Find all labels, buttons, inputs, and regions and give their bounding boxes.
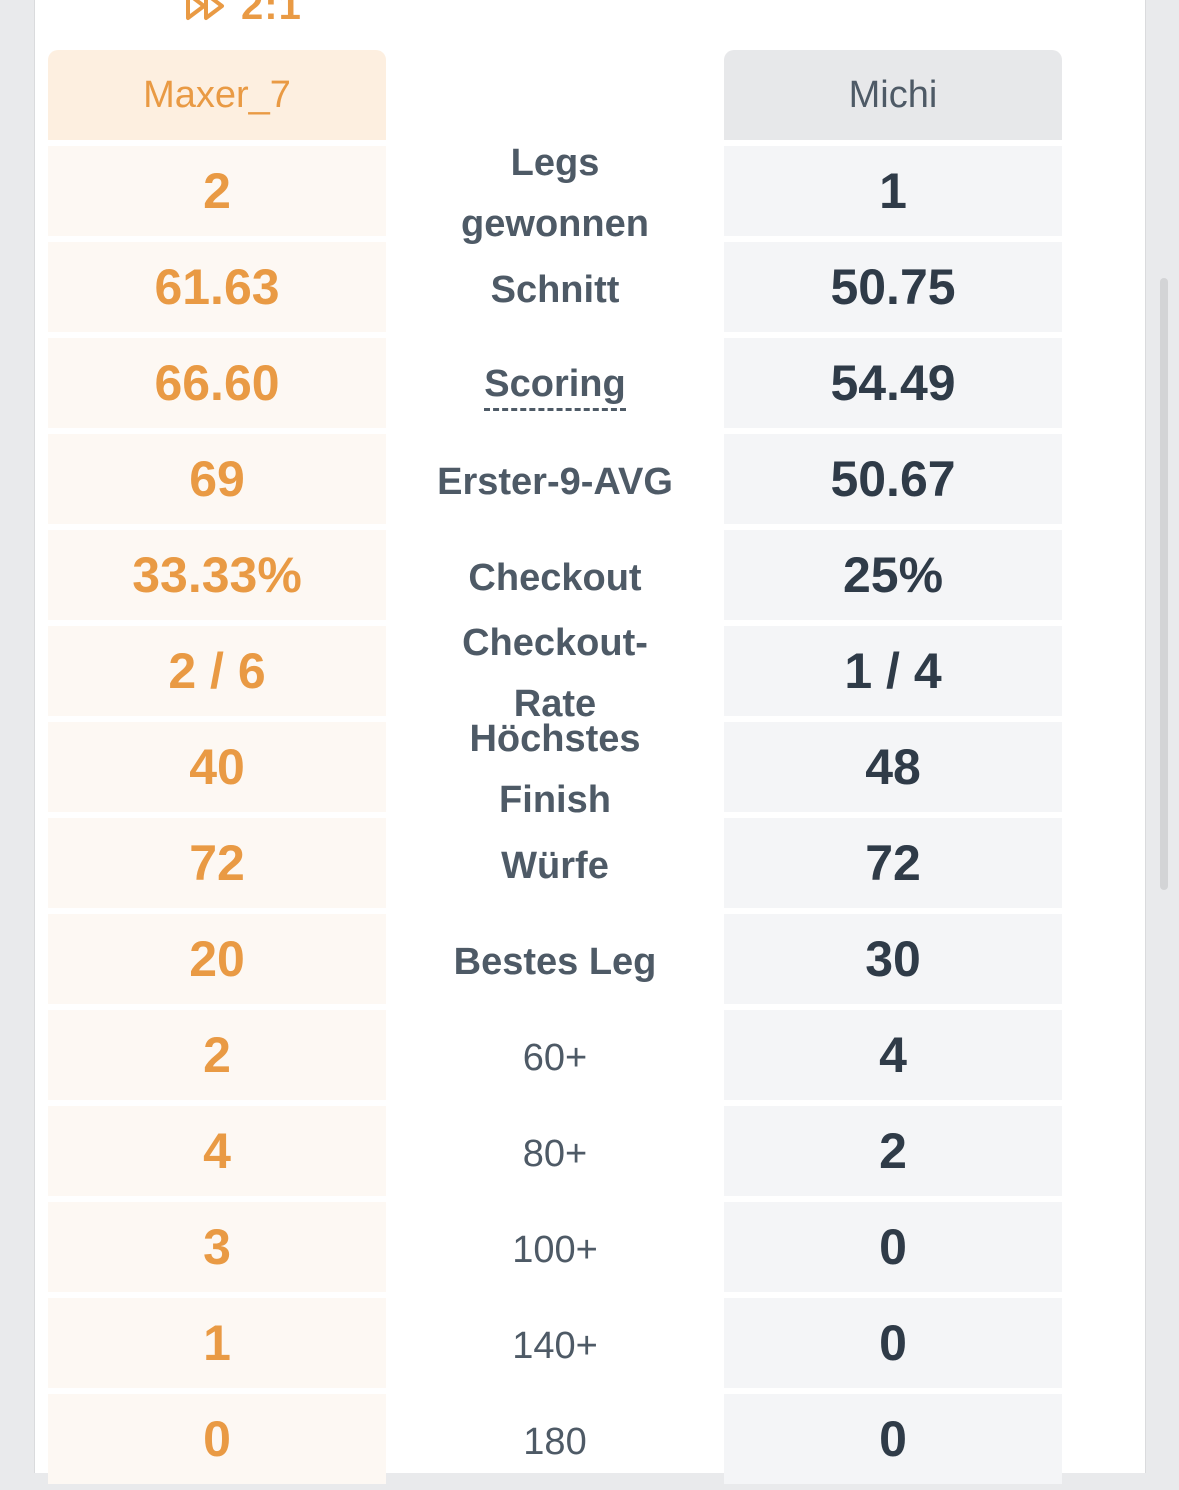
left-checkout: 33.33% <box>48 530 386 620</box>
label-140-plus: 140+ <box>512 1324 598 1367</box>
right-legs-won: 1 <box>724 146 1062 236</box>
left-best-leg: 20 <box>48 914 386 1004</box>
left-scoring: 66.60 <box>48 338 386 428</box>
label-checkout-rate: Checkout- Rate <box>462 622 648 725</box>
player-left-name[interactable]: Maxer_7 <box>48 50 386 140</box>
right-60-plus: 4 <box>724 1010 1062 1100</box>
left-60-plus: 2 <box>48 1010 386 1100</box>
label-best-leg: Bestes Leg <box>453 940 657 983</box>
right-180: 0 <box>724 1394 1062 1484</box>
label-80-plus: 80+ <box>522 1132 588 1175</box>
left-throws: 72 <box>48 818 386 908</box>
player-right-name[interactable]: Michi <box>724 50 1062 140</box>
left-average: 61.63 <box>48 242 386 332</box>
labels-header-spacer <box>386 50 724 146</box>
left-legs-won: 2 <box>48 146 386 236</box>
right-highest-finish: 48 <box>724 722 1062 812</box>
label-scoring[interactable]: Scoring <box>386 338 724 434</box>
label-average: Schnitt <box>490 268 620 311</box>
right-140-plus: 0 <box>724 1298 1062 1388</box>
match-score: 2:1 <box>185 0 302 28</box>
right-average: 50.75 <box>724 242 1062 332</box>
left-80-plus: 4 <box>48 1106 386 1196</box>
right-scoring: 54.49 <box>724 338 1062 428</box>
fast-forward-icon <box>185 0 229 21</box>
stat-labels-column: Legs gewonnen Schnitt Scoring Erster-9-A… <box>386 50 724 1490</box>
left-highest-finish: 40 <box>48 722 386 812</box>
right-best-leg: 30 <box>724 914 1062 1004</box>
left-180: 0 <box>48 1394 386 1484</box>
right-throws: 72 <box>724 818 1062 908</box>
left-checkout-rate: 2 / 6 <box>48 626 386 716</box>
right-80-plus: 2 <box>724 1106 1062 1196</box>
label-scoring-text[interactable]: Scoring <box>484 362 626 411</box>
score-text: 2:1 <box>241 0 302 28</box>
label-legs-won: Legs gewonnen <box>461 142 649 245</box>
scrollbar[interactable] <box>1160 278 1168 890</box>
left-first-9-avg: 69 <box>48 434 386 524</box>
label-180: 180 <box>523 1420 587 1463</box>
label-checkout: Checkout <box>468 556 642 599</box>
right-checkout-rate: 1 / 4 <box>724 626 1062 716</box>
player-right-column: Michi 1 50.75 54.49 50.67 25% 1 / 4 48 7… <box>724 50 1062 1490</box>
label-throws: Würfe <box>501 844 609 887</box>
label-100-plus: 100+ <box>512 1228 598 1271</box>
right-checkout: 25% <box>724 530 1062 620</box>
player-left-column: Maxer_7 2 61.63 66.60 69 33.33% 2 / 6 40… <box>48 50 386 1490</box>
label-first-9-avg: Erster-9-AVG <box>437 460 673 503</box>
left-140-plus: 1 <box>48 1298 386 1388</box>
label-60-plus: 60+ <box>522 1036 588 1079</box>
right-100-plus: 0 <box>724 1202 1062 1292</box>
right-first-9-avg: 50.67 <box>724 434 1062 524</box>
left-100-plus: 3 <box>48 1202 386 1292</box>
label-highest-finish: Höchstes Finish <box>469 718 641 821</box>
